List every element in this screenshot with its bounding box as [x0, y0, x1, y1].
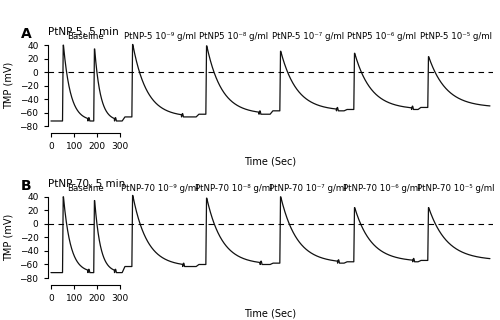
X-axis label: Time (Sec): Time (Sec) [244, 308, 296, 318]
X-axis label: Time (Sec): Time (Sec) [244, 157, 296, 167]
Text: PtNP5 10⁻⁶ g/ml: PtNP5 10⁻⁶ g/ml [347, 32, 416, 41]
Text: Baseline: Baseline [68, 32, 104, 41]
Text: PtNP-5 10⁻⁹ g/ml: PtNP-5 10⁻⁹ g/ml [124, 32, 196, 41]
Text: Baseline: Baseline [68, 184, 104, 193]
Text: B: B [21, 179, 32, 193]
Y-axis label: TMP (mV): TMP (mV) [4, 214, 14, 261]
Text: PtNP-5, 5 min: PtNP-5, 5 min [48, 27, 118, 37]
Text: PtNP-70 10⁻⁵ g/ml: PtNP-70 10⁻⁵ g/ml [417, 184, 494, 193]
Text: A: A [21, 27, 32, 41]
Text: PtNP-70 10⁻⁹ g/ml: PtNP-70 10⁻⁹ g/ml [121, 184, 198, 193]
Text: PtNP-70 10⁻⁶ g/ml: PtNP-70 10⁻⁶ g/ml [343, 184, 420, 193]
Text: PtNP-70, 5 min: PtNP-70, 5 min [48, 179, 125, 189]
Text: PtNP5 10⁻⁸ g/ml: PtNP5 10⁻⁸ g/ml [199, 32, 268, 41]
Text: PtNP-70 10⁻⁸ g/ml: PtNP-70 10⁻⁸ g/ml [195, 184, 272, 193]
Text: PtNP-70 10⁻⁷ g/ml: PtNP-70 10⁻⁷ g/ml [269, 184, 346, 193]
Text: PtNP-5 10⁻⁵ g/ml: PtNP-5 10⁻⁵ g/ml [420, 32, 492, 41]
Text: PtNP-5 10⁻⁷ g/ml: PtNP-5 10⁻⁷ g/ml [272, 32, 344, 41]
Y-axis label: TMP (mV): TMP (mV) [4, 62, 14, 109]
